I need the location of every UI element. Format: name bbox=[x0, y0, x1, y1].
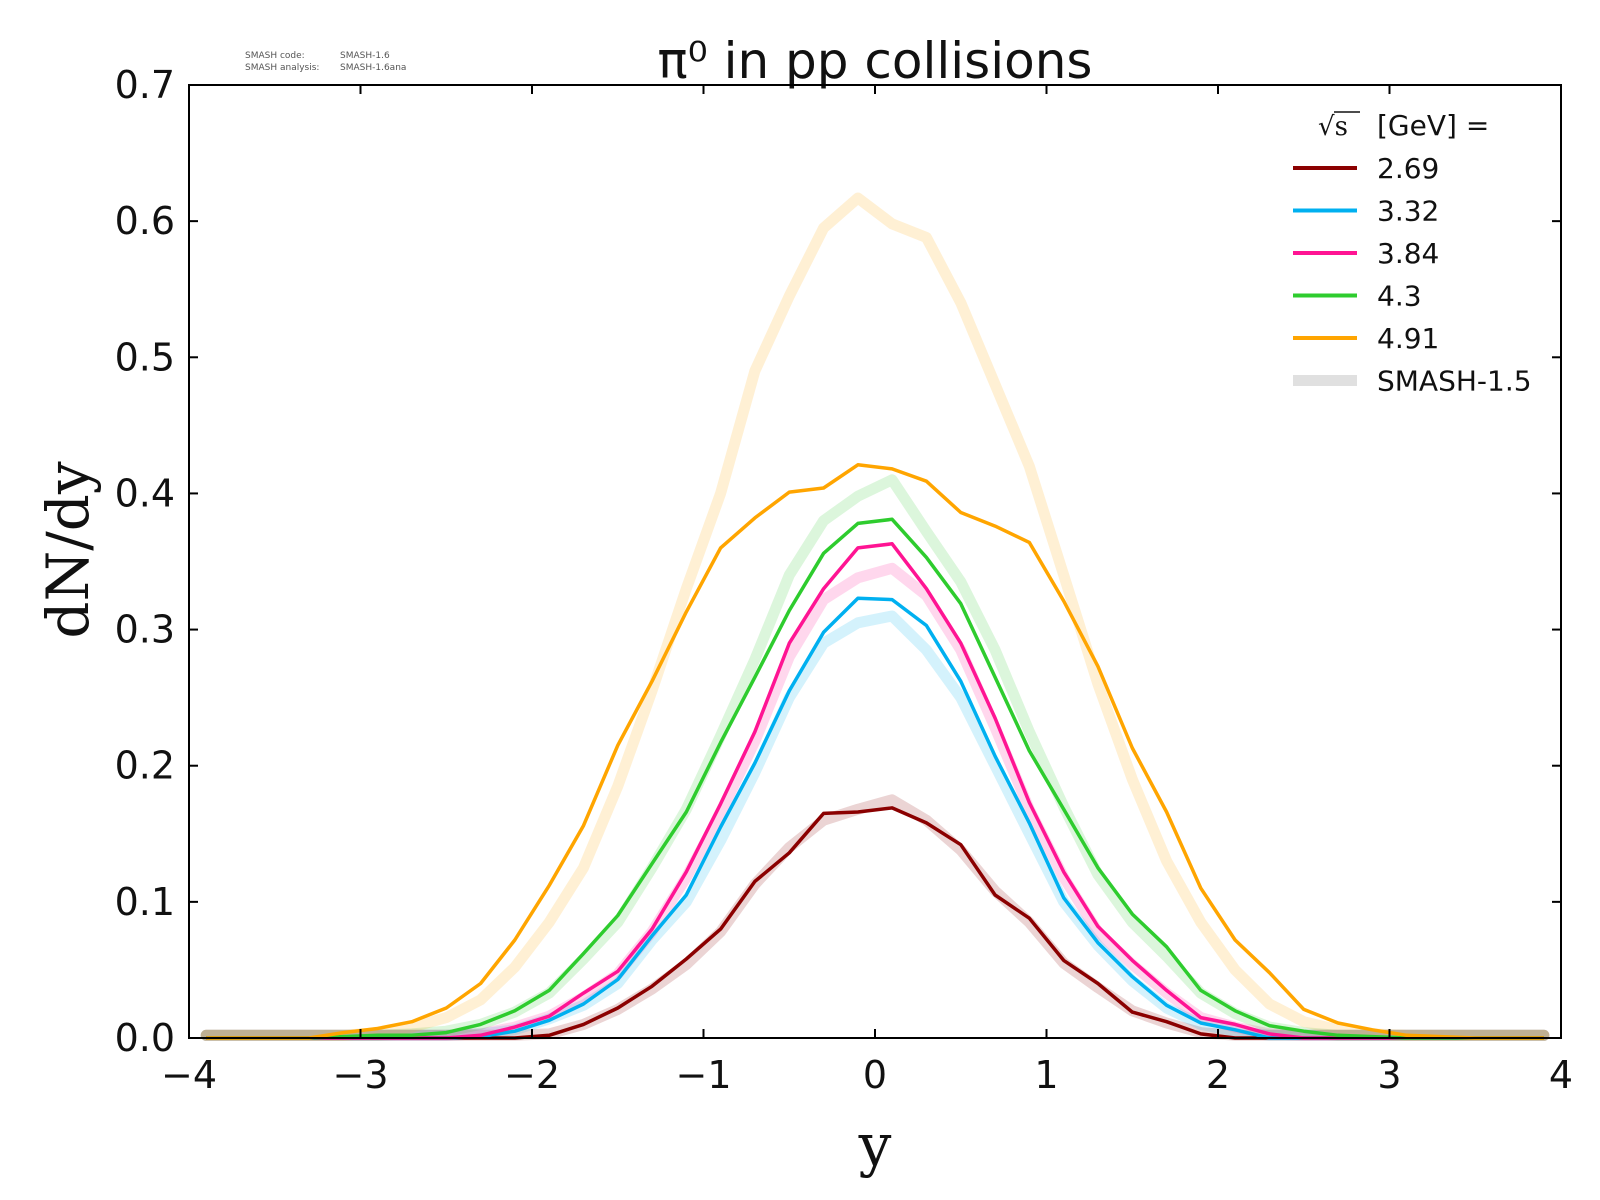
reference-curves bbox=[200, 192, 1550, 1041]
metadata-stamp: SMASH code: SMASH-1.6 SMASH analysis: SM… bbox=[245, 51, 406, 73]
reference-line-3-32 bbox=[200, 610, 1550, 1041]
x-tick-label: 2 bbox=[1206, 1053, 1230, 1097]
legend-label-4-91: 4.91 bbox=[1377, 322, 1439, 355]
x-tick-label: −1 bbox=[675, 1053, 731, 1097]
x-tick-label: 4 bbox=[1549, 1053, 1573, 1097]
chart-title: π⁰ in pp collisions bbox=[658, 32, 1093, 90]
legend-entries: 2.69 3.32 3.84 4.3 4.91 SMASH-1.5 bbox=[1293, 152, 1532, 398]
y-tick-label: 0.0 bbox=[115, 1016, 175, 1060]
y-tick-label: 0.3 bbox=[115, 608, 175, 652]
legend-label-3-84: 3.84 bbox=[1377, 237, 1439, 270]
y-tick-label: 0.2 bbox=[115, 744, 175, 788]
meta-code-value: SMASH-1.6 bbox=[340, 51, 390, 61]
legend-title-sqrt: √s bbox=[1318, 112, 1348, 142]
x-axis-label: y bbox=[858, 1111, 892, 1179]
data-curves bbox=[206, 463, 1544, 1040]
meta-code-label: SMASH code: bbox=[245, 51, 305, 61]
x-tick-label: −4 bbox=[161, 1053, 217, 1097]
x-tick-label: 1 bbox=[1034, 1053, 1058, 1097]
x-tick-label: −2 bbox=[504, 1053, 560, 1097]
legend-title-unit: [GeV] = bbox=[1377, 109, 1489, 142]
meta-analysis-value: SMASH-1.6ana bbox=[340, 63, 406, 73]
y-tick-label: 0.6 bbox=[115, 199, 175, 243]
series-line-4-3 bbox=[206, 517, 1544, 1040]
x-tick-label: −3 bbox=[332, 1053, 388, 1097]
legend-label-reference: SMASH-1.5 bbox=[1377, 365, 1532, 398]
reference-line-2-69 bbox=[200, 794, 1550, 1041]
reference-line-4-3 bbox=[200, 474, 1550, 1041]
series-line-4-91 bbox=[206, 463, 1544, 1040]
series-line-3-32 bbox=[206, 596, 1544, 1040]
x-tick-label: 3 bbox=[1377, 1053, 1401, 1097]
y-axis-label: dN/dy bbox=[34, 461, 102, 639]
meta-analysis-label: SMASH analysis: bbox=[245, 63, 319, 73]
y-tick-label: 0.1 bbox=[115, 880, 175, 924]
axis-ticks: −4 −3 −2 −1 0 1 2 3 4 0.0 0.1 0.2 0.3 0.4 0.5 0.6 0.7 bbox=[115, 63, 1574, 1097]
y-tick-label: 0.4 bbox=[115, 471, 175, 515]
y-tick-label: 0.5 bbox=[115, 335, 175, 379]
reference-line-4-91 bbox=[200, 192, 1550, 1041]
legend-label-3-32: 3.32 bbox=[1377, 195, 1439, 228]
legend-label-4-3: 4.3 bbox=[1377, 280, 1422, 313]
series-line-2-69 bbox=[206, 806, 1544, 1040]
x-tick-label: 0 bbox=[863, 1053, 887, 1097]
y-tick-label: 0.7 bbox=[115, 63, 175, 107]
legend: √s [GeV] = 2.69 3.32 3.84 4.3 4.91 SMASH-1.5 bbox=[1293, 109, 1532, 398]
legend-label-2-69: 2.69 bbox=[1377, 152, 1439, 185]
plot-frame bbox=[188, 84, 1562, 1039]
